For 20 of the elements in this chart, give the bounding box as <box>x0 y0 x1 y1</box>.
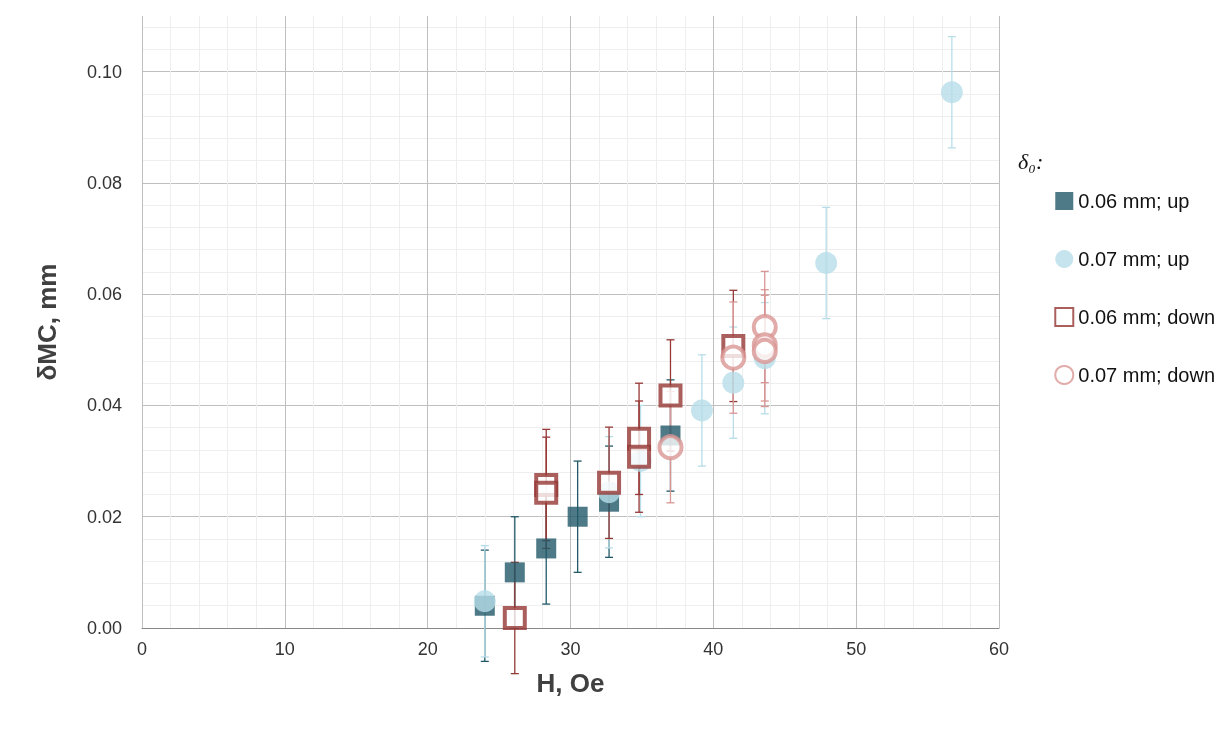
y-tick-label: 0.04 <box>86 395 122 416</box>
legend-label: 0.07 mm; up <box>1078 248 1190 270</box>
x-tick-label: 20 <box>417 639 438 659</box>
legend-title: δ₀: <box>1018 148 1044 174</box>
y-axis-title: δMC, mm <box>32 263 62 381</box>
legend-label: 0.06 mm; down <box>1078 306 1216 328</box>
x-tick-label: 10 <box>274 639 295 659</box>
legend-label: 0.07 mm; down <box>1078 364 1216 386</box>
x-tick-label: 50 <box>846 639 867 659</box>
y-tick-label: 0.08 <box>86 172 122 193</box>
x-tick-label: 0 <box>136 639 148 659</box>
x-tick-label: 40 <box>703 639 724 659</box>
y-tick-label: 0.00 <box>86 618 122 638</box>
y-tick-label: 0.02 <box>86 506 122 527</box>
y-tick-label: 0.10 <box>86 61 122 82</box>
legend-label: 0.06 mm; up <box>1078 190 1190 212</box>
x-tick-label: 30 <box>560 639 581 659</box>
x-axis-title: H, Oe <box>536 668 605 698</box>
x-tick-label: 60 <box>988 639 1010 659</box>
y-tick-label: 0.06 <box>86 284 122 305</box>
